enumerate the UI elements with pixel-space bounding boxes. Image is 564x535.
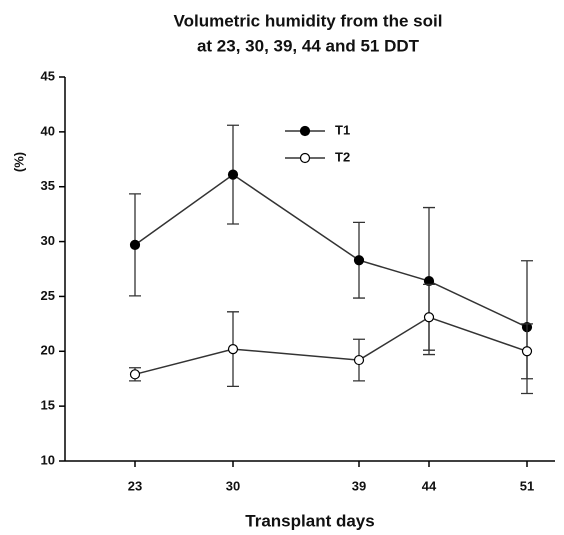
legend-label: T2 — [335, 149, 350, 164]
data-point — [353, 255, 365, 266]
x-tick-label: 39 — [352, 478, 366, 493]
x-tick-label: 51 — [520, 478, 534, 493]
x-tick-label: 44 — [422, 478, 437, 493]
legend-label: T1 — [335, 122, 350, 137]
y-tick-label: 20 — [41, 343, 55, 358]
y-tick-label: 45 — [41, 68, 55, 83]
data-point — [227, 343, 239, 355]
y-tick-label: 35 — [41, 178, 55, 193]
chart-title: at 23, 30, 39, 44 and 51 DDT — [197, 36, 420, 55]
data-point — [129, 369, 141, 380]
x-tick-label: 23 — [128, 478, 142, 493]
y-tick-label: 10 — [41, 452, 55, 467]
data-point — [521, 346, 533, 357]
chart-title: Volumetric humidity from the soil — [174, 11, 443, 30]
y-tick-label: 25 — [41, 288, 55, 303]
series-line — [134, 316, 528, 376]
data-point — [353, 354, 365, 366]
x-tick-label: 30 — [226, 478, 240, 493]
legend-marker — [299, 152, 311, 164]
y-tick-label: 30 — [41, 233, 55, 248]
y-tick-label: 40 — [41, 123, 55, 138]
data-point — [227, 169, 239, 180]
y-tick-label: 15 — [41, 398, 55, 413]
data-point — [129, 239, 141, 250]
data-point — [423, 312, 435, 323]
legend-marker — [299, 125, 311, 137]
y-axis-label: (%) — [11, 152, 26, 172]
series-line — [134, 173, 528, 328]
x-axis-label: Transplant days — [245, 511, 374, 530]
